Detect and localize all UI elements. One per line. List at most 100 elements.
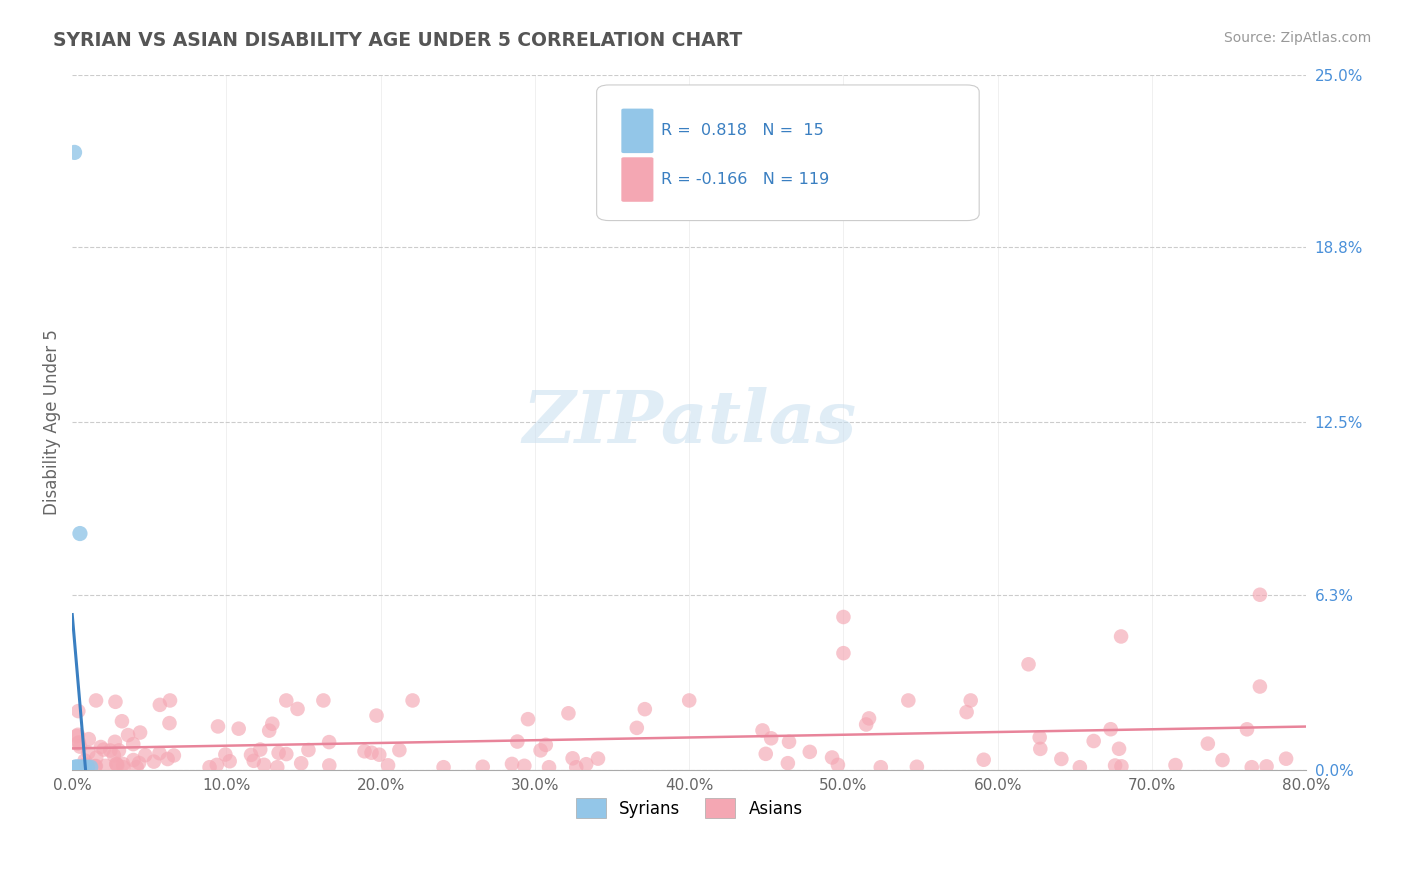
Point — [1249, 588, 1271, 602]
Point — [73, 760, 96, 774]
Point — [159, 716, 181, 731]
Point — [388, 743, 411, 757]
Point — [67, 704, 90, 718]
Point — [517, 712, 540, 726]
Point — [626, 721, 648, 735]
Point — [513, 759, 536, 773]
Point — [297, 743, 319, 757]
Point — [253, 757, 276, 772]
Point — [76, 760, 98, 774]
Point — [67, 760, 90, 774]
Point — [1109, 630, 1132, 644]
Point — [266, 760, 288, 774]
Point — [77, 746, 100, 760]
Point — [240, 747, 263, 762]
Point — [318, 758, 340, 772]
Point — [128, 756, 150, 770]
Point — [353, 744, 375, 758]
Point — [832, 646, 855, 660]
Point — [401, 693, 423, 707]
Point — [249, 742, 271, 756]
Point — [955, 705, 977, 719]
Point — [1069, 760, 1091, 774]
Point — [799, 745, 821, 759]
Point — [98, 743, 121, 757]
Point — [432, 760, 454, 774]
Point — [1099, 723, 1122, 737]
Point — [159, 693, 181, 707]
Point — [1164, 758, 1187, 772]
Point — [66, 760, 89, 774]
Point — [207, 719, 229, 733]
Point — [80, 760, 103, 774]
Point — [634, 702, 657, 716]
Point — [70, 760, 93, 774]
Point — [156, 752, 179, 766]
Point — [973, 753, 995, 767]
Point — [63, 760, 86, 774]
Text: R = -0.166   N = 119: R = -0.166 N = 119 — [661, 172, 830, 187]
Point — [112, 757, 135, 772]
Point — [84, 750, 107, 764]
Text: R =  0.818   N =  15: R = 0.818 N = 15 — [661, 123, 824, 138]
Point — [827, 757, 849, 772]
Point — [63, 145, 86, 160]
Point — [276, 693, 298, 707]
Point — [262, 716, 284, 731]
Point — [778, 735, 800, 749]
Point — [855, 717, 877, 731]
Point — [1197, 737, 1219, 751]
Point — [205, 758, 228, 772]
Point — [368, 747, 391, 762]
Point — [759, 731, 782, 746]
Point — [134, 748, 156, 763]
Point — [1029, 742, 1052, 756]
Point — [287, 702, 309, 716]
Point — [149, 698, 172, 712]
Point — [276, 747, 298, 761]
Point — [257, 723, 280, 738]
Text: SYRIAN VS ASIAN DISABILITY AGE UNDER 5 CORRELATION CHART: SYRIAN VS ASIAN DISABILITY AGE UNDER 5 C… — [53, 31, 742, 50]
Point — [1249, 680, 1271, 694]
Point — [506, 734, 529, 748]
Point — [565, 760, 588, 774]
Point — [105, 757, 128, 772]
Point — [290, 756, 312, 771]
Point — [111, 714, 134, 729]
Point — [537, 760, 560, 774]
Point — [377, 758, 399, 772]
Point — [534, 738, 557, 752]
Point — [75, 757, 97, 772]
Point — [104, 695, 127, 709]
Point — [122, 753, 145, 767]
Point — [73, 760, 96, 774]
Point — [103, 748, 125, 763]
Point — [93, 742, 115, 756]
Point — [471, 760, 494, 774]
Point — [84, 759, 107, 773]
Point — [1108, 741, 1130, 756]
Point — [117, 728, 139, 742]
Point — [1083, 734, 1105, 748]
FancyBboxPatch shape — [621, 157, 654, 202]
Point — [312, 693, 335, 707]
Point — [66, 728, 89, 742]
Point — [821, 750, 844, 764]
Legend: Syrians, Asians: Syrians, Asians — [569, 792, 810, 824]
Point — [1111, 759, 1133, 773]
Point — [318, 735, 340, 749]
Point — [1211, 753, 1233, 767]
Point — [214, 747, 236, 762]
Point — [67, 735, 90, 749]
Point — [129, 725, 152, 739]
FancyBboxPatch shape — [596, 85, 979, 220]
FancyBboxPatch shape — [621, 109, 654, 153]
Point — [1050, 752, 1073, 766]
Point — [1018, 657, 1040, 672]
Point — [69, 760, 91, 774]
Point — [125, 760, 148, 774]
Point — [869, 760, 891, 774]
Point — [163, 748, 186, 763]
Y-axis label: Disability Age Under 5: Disability Age Under 5 — [44, 329, 60, 516]
Point — [84, 693, 107, 707]
